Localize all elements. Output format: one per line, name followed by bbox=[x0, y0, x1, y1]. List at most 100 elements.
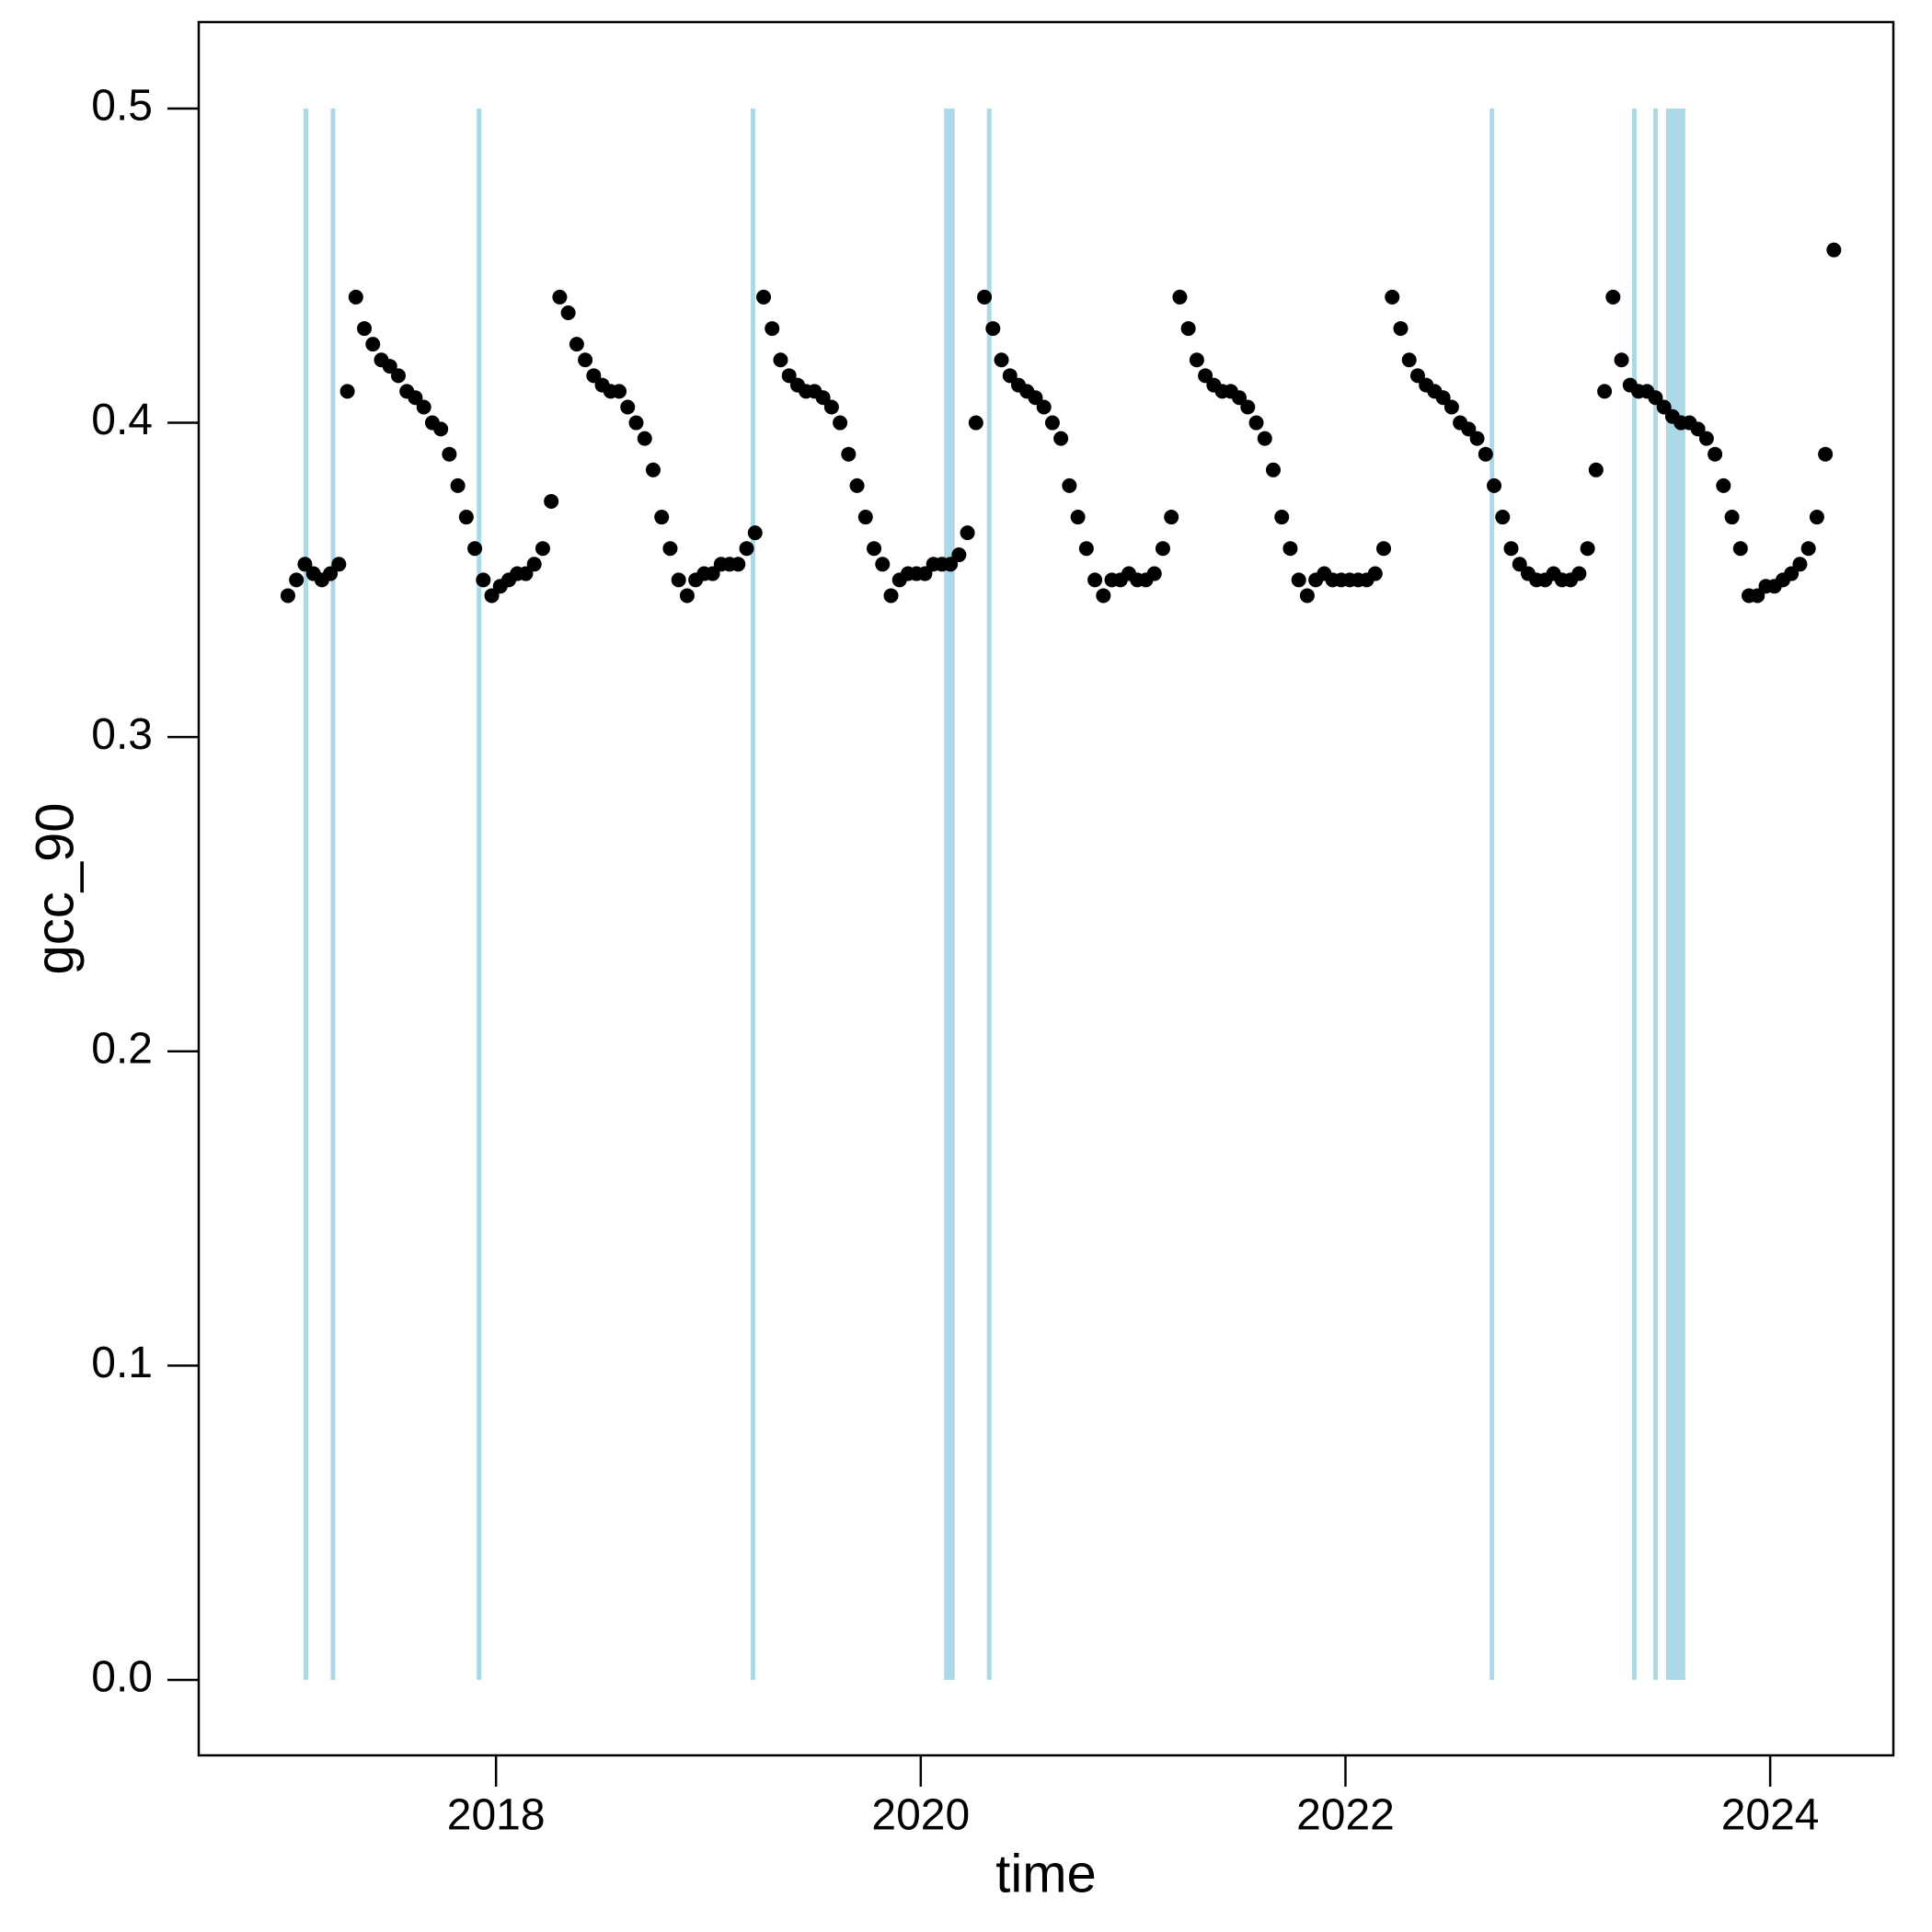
point bbox=[1698, 431, 1714, 446]
point bbox=[1299, 588, 1315, 604]
point bbox=[1248, 415, 1264, 431]
point bbox=[1443, 399, 1459, 415]
y-tick-label: 0.5 bbox=[91, 82, 153, 131]
shaded-range bbox=[304, 108, 309, 1681]
point bbox=[1469, 431, 1485, 446]
point bbox=[756, 289, 771, 305]
point bbox=[815, 390, 831, 406]
point bbox=[985, 321, 1001, 337]
point bbox=[637, 431, 652, 446]
point bbox=[1716, 477, 1731, 493]
point bbox=[289, 572, 305, 588]
y-tick-label: 0.0 bbox=[91, 1653, 153, 1702]
point bbox=[560, 305, 576, 320]
x-axis-title: time bbox=[995, 1844, 1097, 1903]
point bbox=[365, 337, 381, 352]
point bbox=[977, 289, 993, 305]
point bbox=[1232, 390, 1248, 406]
point bbox=[1282, 541, 1298, 557]
point bbox=[357, 321, 373, 337]
shaded-range bbox=[1489, 108, 1495, 1681]
point bbox=[1274, 510, 1290, 525]
point bbox=[348, 289, 363, 305]
point bbox=[823, 399, 839, 415]
point bbox=[662, 541, 678, 557]
point bbox=[1690, 421, 1706, 437]
x-tick-label: 2024 bbox=[1721, 1791, 1820, 1840]
point bbox=[773, 352, 788, 368]
point bbox=[1062, 477, 1077, 493]
point bbox=[739, 541, 754, 557]
point bbox=[467, 541, 483, 557]
point bbox=[1002, 368, 1018, 384]
point bbox=[968, 415, 983, 431]
point bbox=[781, 368, 797, 384]
point bbox=[1044, 415, 1060, 431]
point bbox=[943, 557, 959, 572]
point bbox=[1478, 446, 1493, 462]
point bbox=[1648, 390, 1663, 406]
point bbox=[1503, 541, 1519, 557]
point bbox=[705, 566, 720, 581]
point bbox=[450, 477, 466, 493]
point bbox=[612, 384, 627, 399]
plot-frame bbox=[197, 20, 1895, 1757]
y-tick-label: 0.3 bbox=[91, 710, 153, 759]
point bbox=[1750, 588, 1765, 604]
point bbox=[1495, 510, 1511, 525]
point bbox=[1367, 566, 1383, 581]
point bbox=[1291, 572, 1306, 588]
point bbox=[1614, 352, 1629, 368]
shaded-range bbox=[750, 108, 755, 1681]
point bbox=[586, 368, 602, 384]
point bbox=[1257, 431, 1272, 446]
point bbox=[1818, 446, 1834, 462]
point bbox=[297, 557, 313, 572]
point bbox=[1597, 384, 1613, 399]
point bbox=[1053, 431, 1069, 446]
point bbox=[654, 510, 670, 525]
point bbox=[645, 462, 661, 477]
point bbox=[1571, 566, 1587, 581]
point bbox=[552, 289, 568, 305]
point bbox=[1172, 289, 1188, 305]
point bbox=[1784, 566, 1800, 581]
point bbox=[841, 446, 857, 462]
point bbox=[323, 566, 339, 581]
point bbox=[1155, 541, 1170, 557]
point bbox=[1385, 289, 1400, 305]
point bbox=[416, 399, 431, 415]
point bbox=[1393, 321, 1409, 337]
y-tick-label: 0.2 bbox=[91, 1024, 153, 1073]
point bbox=[671, 572, 686, 588]
point bbox=[1180, 321, 1196, 337]
point bbox=[331, 557, 347, 572]
point bbox=[849, 477, 865, 493]
point bbox=[1580, 541, 1595, 557]
point bbox=[535, 541, 550, 557]
point bbox=[867, 541, 882, 557]
shaded-range bbox=[1666, 108, 1685, 1681]
point bbox=[544, 493, 559, 509]
point bbox=[408, 390, 423, 406]
point bbox=[1409, 368, 1425, 384]
point bbox=[1435, 390, 1451, 406]
point bbox=[1792, 557, 1808, 572]
point bbox=[1809, 510, 1824, 525]
point bbox=[1164, 510, 1179, 525]
point bbox=[833, 415, 848, 431]
point bbox=[476, 572, 491, 588]
point bbox=[1461, 421, 1477, 437]
point bbox=[1656, 399, 1672, 415]
point bbox=[1588, 462, 1604, 477]
point bbox=[1240, 399, 1256, 415]
point bbox=[994, 352, 1009, 368]
shaded-range bbox=[1631, 108, 1637, 1681]
shaded-range bbox=[477, 108, 482, 1681]
y-axis-title: gcc_90 bbox=[25, 802, 85, 974]
point bbox=[280, 588, 295, 604]
point bbox=[679, 588, 695, 604]
point bbox=[917, 566, 933, 581]
point bbox=[569, 337, 584, 352]
